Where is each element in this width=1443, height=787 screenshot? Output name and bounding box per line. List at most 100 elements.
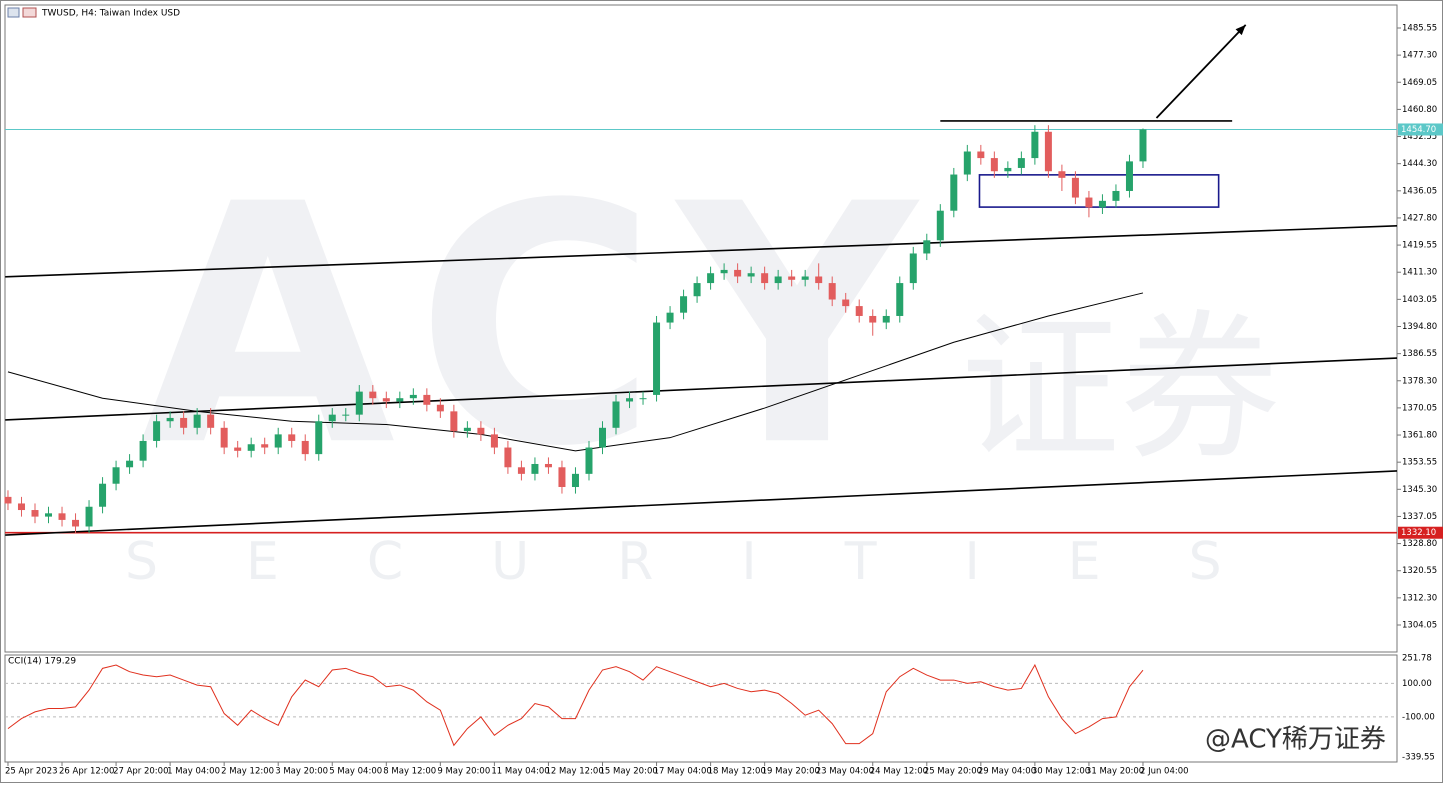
y-tick-label: 1361.80 [1402, 431, 1437, 441]
candle-body [301, 440, 309, 455]
trendline [5, 470, 1398, 536]
y-tick-label: 1312.30 [1402, 593, 1437, 603]
candle-body [842, 299, 850, 307]
candle-body [774, 276, 782, 284]
candle-body [598, 427, 606, 448]
candle-body [4, 496, 12, 504]
candle-body [31, 510, 39, 517]
y-tick-label: 1477.30 [1402, 51, 1437, 61]
candle-body [585, 447, 593, 474]
y-tick-label: 1444.30 [1402, 159, 1437, 169]
candle-body [1071, 177, 1079, 198]
icon [7, 7, 20, 18]
candle-body [1125, 161, 1133, 191]
candle-body [963, 151, 971, 175]
candle-body [436, 404, 444, 412]
y-tick-label: 1411.30 [1402, 268, 1437, 278]
y-tick-label: 1403.05 [1402, 295, 1437, 305]
y-tick-label: 1419.55 [1402, 241, 1437, 251]
candle-body [342, 414, 350, 416]
main-panel [4, 4, 1398, 653]
y-tick-label: 1378.30 [1402, 376, 1437, 386]
candle-body [490, 434, 498, 448]
indicator-title: CCI(14) 179.29 [8, 657, 76, 667]
candle-body [815, 276, 823, 284]
credit: @ACY稀万证券 [1205, 725, 1386, 755]
candle-body [517, 467, 525, 474]
x-tick-label: 15 May 20:00 [599, 767, 657, 777]
candle-body [666, 312, 674, 323]
candle-body [463, 427, 471, 432]
candle-body [139, 440, 147, 461]
x-tick-label: 2 May 12:00 [221, 767, 274, 777]
candle-body [1098, 200, 1106, 208]
indicator-tick-label: -100.00 [1402, 712, 1435, 722]
candle-body [936, 210, 944, 241]
y-tick-label: 1452.55 [1402, 132, 1437, 142]
candle-body [247, 444, 255, 451]
y-tick-label: 1436.05 [1402, 186, 1437, 196]
candle-body [126, 460, 134, 468]
candle-body [288, 434, 296, 441]
trendline [5, 225, 1398, 278]
candle-body [1031, 131, 1039, 159]
candle-body [166, 417, 174, 422]
candle-body [220, 427, 228, 448]
y-tick-label: 1370.05 [1402, 403, 1437, 413]
cci-line [7, 663, 1144, 747]
indicator-tick-label: 251.78 [1402, 654, 1432, 664]
candle-body [571, 473, 579, 488]
candle-body [261, 444, 269, 448]
candle-body [396, 398, 404, 402]
y-tick-label: 1353.55 [1402, 458, 1437, 468]
y-tick-label: 1304.05 [1402, 620, 1437, 630]
watermark-cn: 证券 [960, 295, 1280, 482]
y-tick-label: 1485.55 [1402, 23, 1437, 33]
candle-body [612, 401, 620, 428]
arrow [1155, 24, 1247, 119]
x-tick-label: 25 May 20:00 [924, 767, 982, 777]
trendline [5, 357, 1398, 421]
candle-body [17, 503, 25, 511]
y-tick-label: 1320.55 [1402, 566, 1437, 576]
candle-body [626, 398, 634, 402]
chart-title: TWUSD, H4: Taiwan Index USD [41, 9, 180, 19]
candle-body [1058, 171, 1066, 178]
candle-body [85, 506, 93, 527]
candle-body [788, 276, 796, 280]
candle-body [639, 398, 647, 400]
candle-body [909, 253, 917, 284]
candle-body [193, 414, 201, 428]
x-tick-label: 8 May 12:00 [383, 767, 436, 777]
y-tick-label: 1337.05 [1402, 512, 1437, 522]
y-tick-label: 1394.80 [1402, 322, 1437, 332]
x-tick-label: 27 Apr 20:00 [113, 767, 168, 777]
candle-body [977, 151, 985, 159]
candle-body [653, 322, 661, 395]
watermark-logo: ACY [140, 134, 937, 518]
candle-body [382, 398, 390, 402]
x-tick-label: 12 May 12:00 [545, 767, 603, 777]
candle-body [1044, 131, 1052, 172]
x-tick-label: 24 May 12:00 [870, 767, 928, 777]
candle-body [680, 296, 688, 313]
candle-body [761, 273, 769, 284]
candle-body [45, 513, 53, 517]
candle-body [477, 427, 485, 435]
price-tag [1398, 526, 1443, 539]
x-tick-label: 29 May 04:00 [978, 767, 1036, 777]
candle-body [112, 467, 120, 484]
candle-body [855, 306, 863, 316]
candle-body [274, 434, 282, 448]
x-tick-label: 9 May 20:00 [437, 767, 490, 777]
candle-body [950, 174, 958, 211]
candle-body [355, 391, 363, 415]
candle-body [720, 269, 728, 274]
x-tick-label: 19 May 20:00 [762, 767, 820, 777]
x-tick-label: 18 May 12:00 [708, 767, 766, 777]
candle-body [369, 391, 377, 399]
x-tick-label: 5 May 04:00 [329, 767, 382, 777]
candle-body [882, 315, 890, 323]
candle-body [180, 417, 188, 428]
candle-body [923, 240, 931, 254]
